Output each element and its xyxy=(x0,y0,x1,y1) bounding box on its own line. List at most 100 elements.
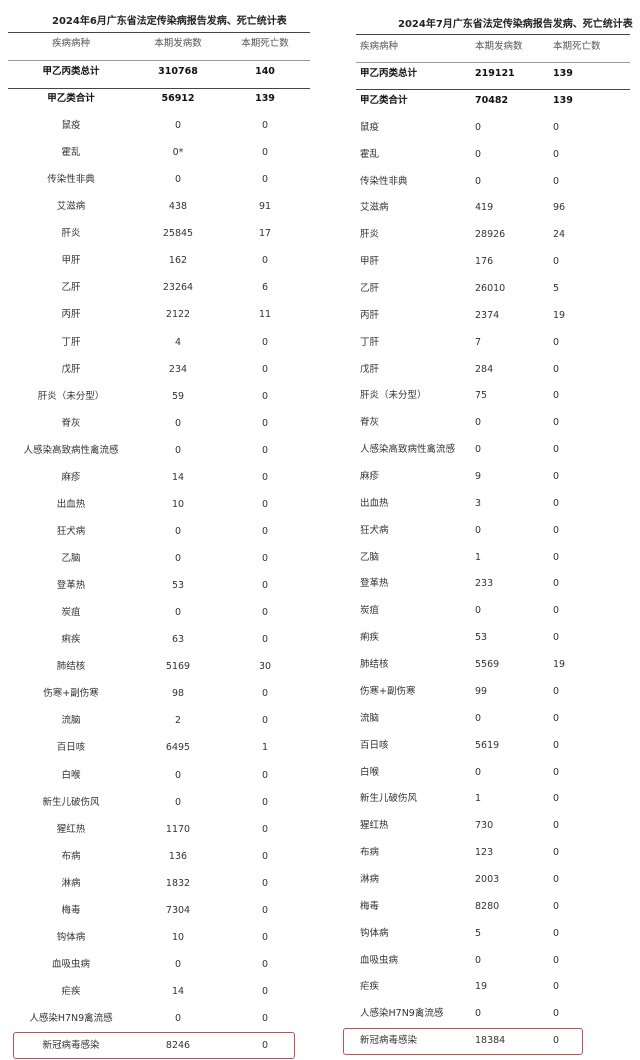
death-count: 0 xyxy=(553,873,560,885)
disease-name: 肝炎（未分型） xyxy=(360,390,427,402)
death-count: 17 xyxy=(258,228,272,240)
disease-name: 疟疾 xyxy=(360,981,380,993)
death-count: 0 xyxy=(553,632,560,644)
disease-name: 肺结核 xyxy=(360,659,389,671)
incidence-count: 284 xyxy=(475,363,494,375)
incidence-count: 56912 xyxy=(161,93,195,104)
incidence-count: 0 xyxy=(174,958,182,970)
incidence-count: 99 xyxy=(475,685,488,697)
death-count: 0 xyxy=(261,553,269,565)
death-count: 0 xyxy=(261,796,269,808)
incidence-count: 0 xyxy=(174,444,182,456)
incidence-count: 1 xyxy=(475,793,482,805)
death-count: 0 xyxy=(553,712,560,724)
incidence-count: 0 xyxy=(174,174,182,186)
incidence-count: 123 xyxy=(475,847,494,859)
death-count: 0 xyxy=(261,580,269,592)
incidence-count: 0 xyxy=(174,417,182,429)
death-count: 30 xyxy=(258,661,272,673)
table-title: 2024年6月广东省法定传染病报告发病、死亡统计表 xyxy=(52,16,287,27)
death-count: 0 xyxy=(553,524,560,536)
disease-name: 肺结核 xyxy=(56,661,86,673)
incidence-count: 310768 xyxy=(158,66,198,77)
disease-name: 麻疹 xyxy=(61,471,81,483)
incidence-count: 2003 xyxy=(475,873,500,885)
disease-name: 乙脑 xyxy=(360,551,380,563)
divider xyxy=(8,32,310,33)
death-count: 0 xyxy=(261,769,269,781)
incidence-count: 419 xyxy=(475,202,494,214)
disease-name: 梅毒 xyxy=(61,904,81,916)
disease-name: 乙肝 xyxy=(61,282,81,294)
incidence-count: 63 xyxy=(171,634,185,646)
death-count: 0 xyxy=(261,1040,269,1052)
incidence-count: 0 xyxy=(475,712,482,724)
death-count: 0 xyxy=(261,607,269,619)
column-header: 疾病病种 xyxy=(51,38,91,49)
column-header: 疾病病种 xyxy=(360,41,399,52)
disease-name: 痢疾 xyxy=(360,632,380,644)
disease-name: 伤寒+副伤寒 xyxy=(43,688,99,700)
disease-name: 炭疽 xyxy=(360,605,380,617)
disease-name: 丁肝 xyxy=(61,336,81,348)
disease-name: 人感染高致病性禽流感 xyxy=(360,444,456,456)
disease-name: 梅毒 xyxy=(360,900,380,912)
disease-name: 钩体病 xyxy=(56,931,86,943)
death-count: 0 xyxy=(553,497,560,509)
incidence-count: 730 xyxy=(475,820,494,832)
death-count: 0 xyxy=(261,417,269,429)
june-table: 2024年6月广东省法定传染病报告发病、死亡统计表 疾病病种 本期发病数 本期死亡数… xyxy=(8,16,310,1059)
incidence-count: 26010 xyxy=(475,283,506,295)
incidence-count: 6495 xyxy=(165,742,191,754)
disease-name: 甲乙类合计 xyxy=(360,95,408,106)
incidence-count: 5569 xyxy=(475,659,500,671)
disease-name: 麻疹 xyxy=(360,471,380,483)
column-header: 本期发病数 xyxy=(475,41,523,52)
incidence-count: 14 xyxy=(171,471,185,483)
disease-name: 出血热 xyxy=(360,497,389,509)
disease-name: 甲乙类合计 xyxy=(47,93,95,104)
death-count: 0 xyxy=(553,336,560,348)
death-count: 0 xyxy=(553,578,560,590)
incidence-count: 5 xyxy=(475,927,482,939)
incidence-count: 59 xyxy=(171,390,185,402)
incidence-count: 5169 xyxy=(165,661,191,673)
disease-name: 丙肝 xyxy=(61,309,81,321)
disease-name: 鼠疫 xyxy=(360,121,380,133)
disease-name: 出血热 xyxy=(56,498,86,510)
death-count: 11 xyxy=(258,309,272,321)
death-count: 0 xyxy=(553,766,560,778)
death-count: 0 xyxy=(553,1035,560,1047)
disease-name: 人感染H7N9禽流感 xyxy=(360,1008,444,1020)
disease-name: 丁肝 xyxy=(360,336,380,348)
death-count: 0 xyxy=(261,823,269,835)
disease-name: 狂犬病 xyxy=(360,524,389,536)
death-count: 0 xyxy=(261,120,269,132)
incidence-count: 219121 xyxy=(475,68,515,79)
disease-name: 血吸虫病 xyxy=(360,954,399,966)
death-count: 1 xyxy=(261,742,269,754)
death-count: 139 xyxy=(553,68,573,79)
disease-name: 猩红热 xyxy=(360,820,389,832)
disease-name: 甲乙丙类总计 xyxy=(42,66,100,77)
incidence-count: 5619 xyxy=(475,739,500,751)
incidence-count: 18384 xyxy=(475,1035,506,1047)
disease-name: 甲乙丙类总计 xyxy=(360,68,418,79)
death-count: 0 xyxy=(553,605,560,617)
death-count: 0 xyxy=(553,927,560,939)
highlight-box xyxy=(343,1028,583,1055)
incidence-count: 0 xyxy=(475,444,482,456)
incidence-count: 1 xyxy=(475,551,482,563)
death-count: 0 xyxy=(261,850,269,862)
incidence-count: 438 xyxy=(168,201,188,213)
death-count: 5 xyxy=(553,283,560,295)
death-count: 0 xyxy=(261,444,269,456)
incidence-count: 25845 xyxy=(162,228,194,240)
disease-name: 布病 xyxy=(360,847,380,859)
disease-name: 戊肝 xyxy=(61,363,81,375)
disease-name: 白喉 xyxy=(360,766,380,778)
incidence-count: 70482 xyxy=(475,95,509,106)
divider xyxy=(8,60,310,61)
incidence-count: 75 xyxy=(475,390,488,402)
